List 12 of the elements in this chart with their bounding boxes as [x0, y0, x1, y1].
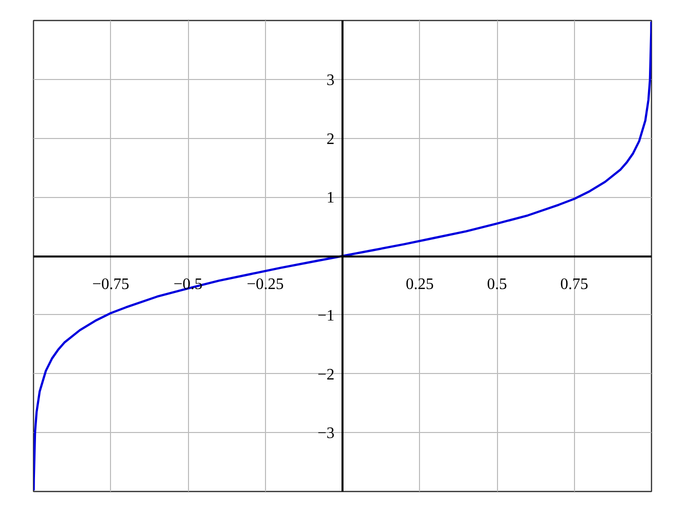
- x-tick-label: −0.25: [246, 276, 284, 293]
- x-tick-label: 0.25: [406, 276, 434, 293]
- line-series: [34, 20, 652, 492]
- y-tick-label: −1: [317, 307, 335, 324]
- y-tick-label: 3: [326, 72, 334, 89]
- y-tick-label: −2: [317, 366, 335, 384]
- y-tick-label: −3: [317, 425, 335, 442]
- y-tick-label: 2: [326, 130, 334, 148]
- y-tick-label: 1: [326, 190, 334, 207]
- x-tick-label: 0.5: [487, 276, 507, 293]
- x-tick-label: −0.75: [92, 276, 130, 293]
- x-tick-label: 0.75: [560, 276, 588, 293]
